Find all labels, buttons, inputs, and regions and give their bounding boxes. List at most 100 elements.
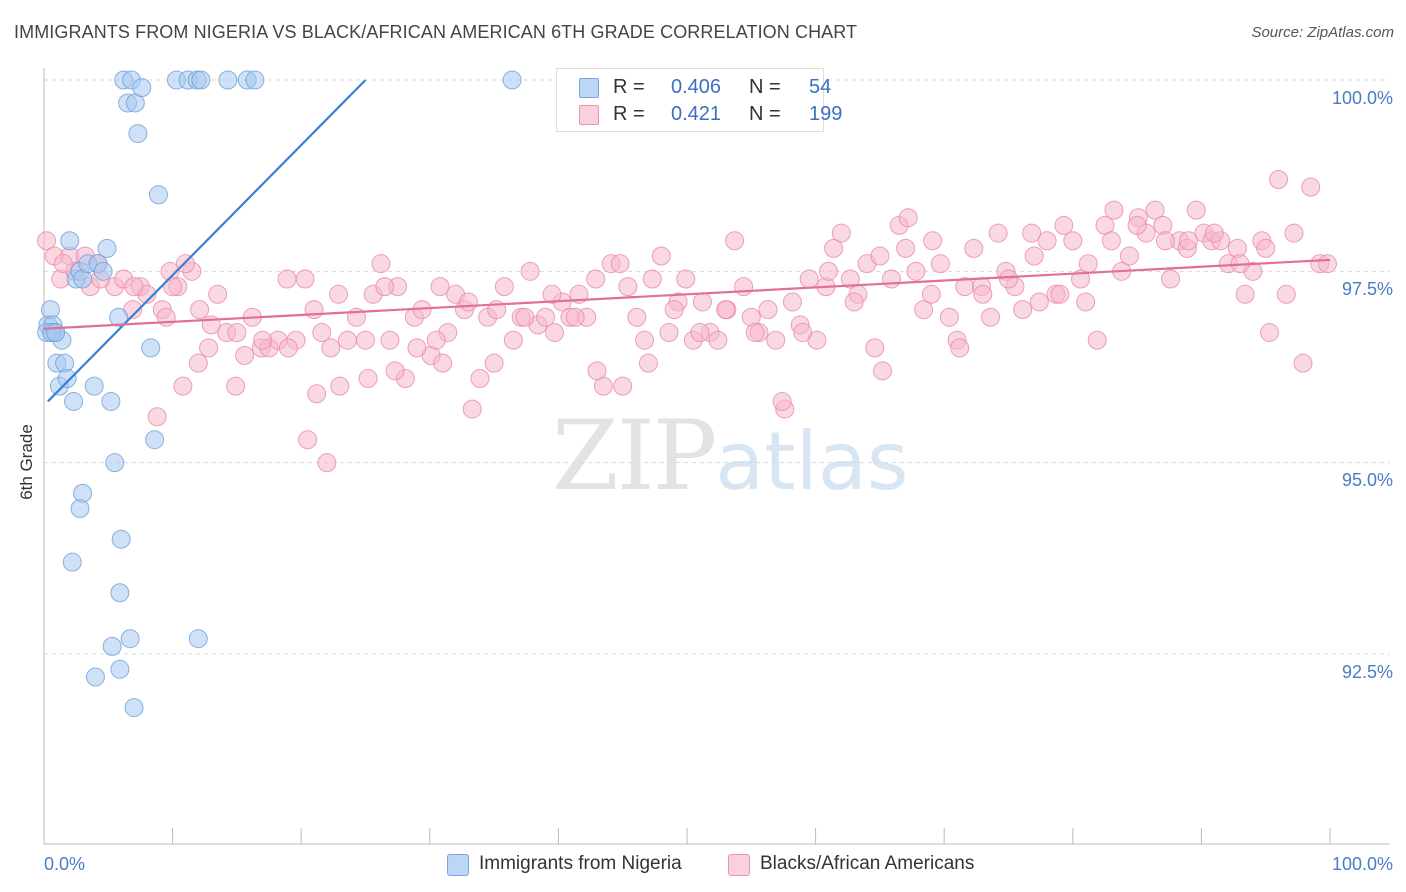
- point-black: [758, 300, 778, 320]
- point-black: [385, 361, 405, 381]
- point-black: [618, 277, 638, 297]
- watermark-zip: ZIP: [552, 400, 717, 512]
- legend-r-value: 0.406: [671, 76, 722, 98]
- point-nigeria: [124, 698, 144, 718]
- point-black: [587, 361, 607, 381]
- legend-label-nigeria: Immigrants from Nigeria: [479, 853, 682, 874]
- point-black: [824, 238, 844, 258]
- point-black: [939, 307, 959, 327]
- point-black: [358, 368, 378, 388]
- point-black: [1301, 177, 1321, 197]
- point-nigeria: [64, 391, 84, 411]
- point-black: [870, 246, 890, 266]
- source-label: Source: ZipAtlas.com: [1251, 24, 1394, 41]
- legend-label-black: Blacks/African Americans: [760, 853, 975, 874]
- point-nigeria: [245, 70, 265, 90]
- point-black: [278, 338, 298, 358]
- point-nigeria: [141, 338, 161, 358]
- point-black: [1013, 300, 1033, 320]
- point-black: [898, 208, 918, 228]
- y-tick-label: 95.0%: [1342, 470, 1393, 490]
- point-black: [906, 261, 926, 281]
- point-black: [923, 231, 943, 251]
- point-black: [799, 269, 819, 289]
- point-black: [53, 254, 73, 274]
- point-black: [1276, 284, 1296, 304]
- point-black: [321, 338, 341, 358]
- point-black: [1078, 254, 1098, 274]
- point-nigeria: [70, 499, 90, 519]
- point-black: [337, 330, 357, 350]
- point-black: [988, 223, 1008, 243]
- point-black: [565, 307, 585, 327]
- legend-r-value: 0.421: [671, 103, 722, 125]
- point-nigeria: [60, 231, 80, 251]
- legend-n-value: 54: [809, 76, 832, 98]
- legend-swatch-black: [728, 854, 750, 876]
- point-black: [914, 300, 934, 320]
- point-black: [964, 238, 984, 258]
- point-black: [1127, 215, 1147, 235]
- point-black: [494, 277, 514, 297]
- point-black: [1104, 200, 1124, 220]
- point-black: [235, 346, 255, 366]
- point-black: [298, 430, 318, 450]
- point-nigeria: [110, 583, 130, 603]
- point-black: [692, 292, 712, 312]
- point-black: [253, 330, 273, 350]
- x-tick-label: 0.0%: [44, 854, 85, 874]
- point-nigeria: [97, 238, 117, 258]
- point-nigeria: [110, 659, 130, 679]
- point-nigeria: [57, 368, 77, 388]
- legend-n-label: N =: [749, 103, 781, 125]
- point-black: [503, 330, 523, 350]
- point-black: [782, 292, 802, 312]
- legend-swatch-nigeria: [447, 854, 469, 876]
- point-black: [199, 338, 219, 358]
- point-black: [1024, 246, 1044, 266]
- point-black: [190, 300, 210, 320]
- point-black: [1317, 254, 1337, 274]
- point-black: [881, 269, 901, 289]
- point-black: [844, 292, 864, 312]
- point-nigeria: [188, 629, 208, 649]
- legend-swatch-black: [579, 105, 599, 125]
- point-black: [458, 292, 478, 312]
- point-black: [690, 323, 710, 343]
- point-black: [1204, 223, 1224, 243]
- point-nigeria: [145, 430, 165, 450]
- point-black: [1260, 323, 1280, 343]
- point-nigeria: [46, 323, 66, 343]
- point-black: [407, 338, 427, 358]
- trend-line-black: [43, 258, 1331, 330]
- correlation-legend: R = 0.406 N = 54 R = 0.421 N = 199: [556, 68, 842, 132]
- legend-swatch-nigeria: [579, 78, 599, 98]
- point-black: [1022, 223, 1042, 243]
- point-black: [163, 277, 183, 297]
- point-black: [831, 223, 851, 243]
- point-nigeria: [111, 529, 131, 549]
- point-black: [772, 391, 792, 411]
- point-black: [1145, 200, 1165, 220]
- x-tick-label: 100.0%: [1332, 854, 1393, 874]
- point-black: [950, 338, 970, 358]
- point-black: [356, 330, 375, 350]
- point-black: [1050, 284, 1070, 304]
- point-black: [430, 277, 450, 297]
- point-black: [865, 338, 885, 358]
- point-black: [536, 307, 556, 327]
- point-black: [1037, 231, 1057, 251]
- point-black: [1235, 284, 1255, 304]
- point-nigeria: [102, 636, 122, 656]
- point-nigeria: [148, 185, 168, 205]
- point-black: [1076, 292, 1096, 312]
- point-black: [515, 307, 535, 327]
- point-black: [999, 269, 1018, 289]
- point-black: [651, 246, 671, 266]
- point-black: [375, 277, 395, 297]
- point-black: [610, 254, 630, 274]
- point-nigeria: [218, 70, 238, 90]
- point-black: [1029, 292, 1049, 312]
- legend-n-label: N =: [749, 76, 781, 98]
